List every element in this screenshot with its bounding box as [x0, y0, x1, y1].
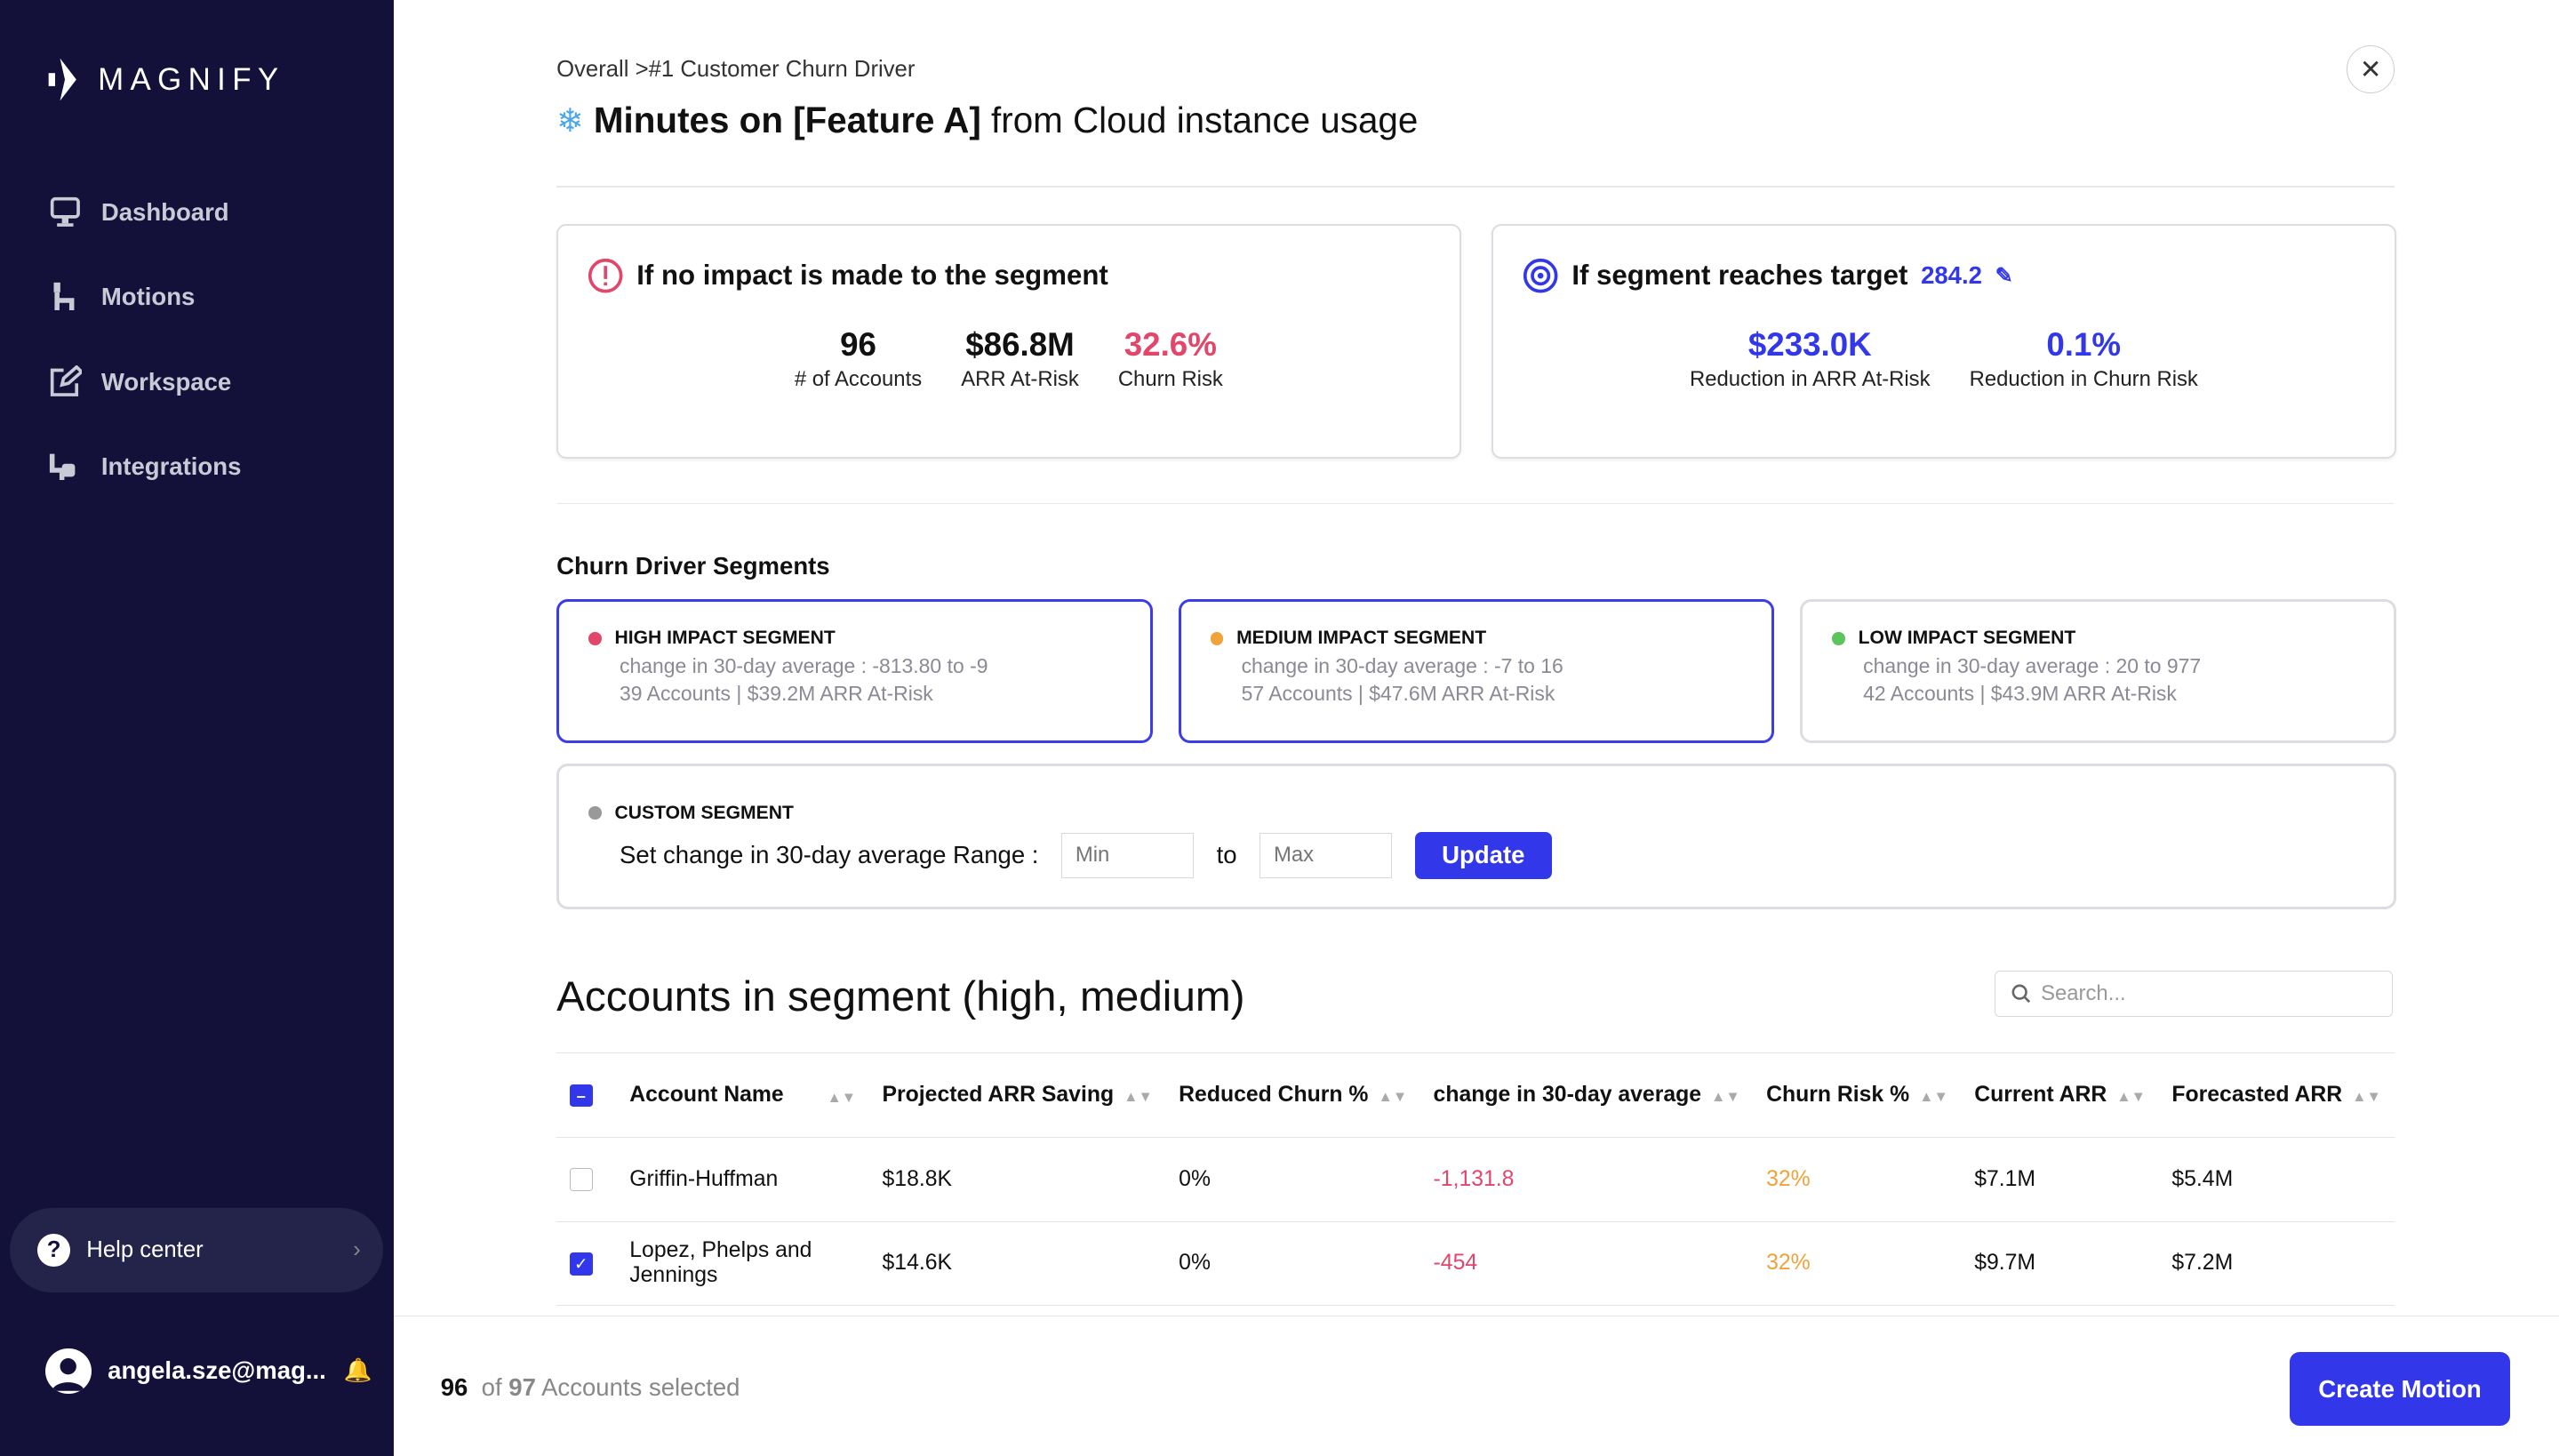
range-label: Set change in 30-day average Range :: [620, 841, 1039, 869]
sidebar-item-integrations[interactable]: Integrations: [49, 424, 241, 508]
selection-count: 96 of 97 Accounts selected: [440, 1373, 740, 1402]
user-menu[interactable]: angela.sze@mag... 🔔: [45, 1348, 372, 1395]
custom-segment-card: CUSTOM SEGMENT Set change in 30-day aver…: [556, 764, 2396, 910]
sidebar-nav: Dashboard Motions Workspace Integrations: [49, 170, 241, 509]
sort-icon: ▲▼: [827, 1089, 857, 1107]
edit-icon: [50, 365, 82, 397]
flow-icon: [53, 282, 75, 310]
accounts-title: Accounts in segment (high, medium): [556, 973, 1245, 1021]
divider: [556, 186, 2395, 188]
sidebar-item-label: Integrations: [100, 452, 242, 481]
segment-card-low[interactable]: LOW IMPACT SEGMENT change in 30-day aver…: [1800, 598, 2396, 743]
update-button[interactable]: Update: [1414, 831, 1552, 879]
footer-bar: 96 of 97 Accounts selected Create Motion: [393, 1315, 2559, 1456]
sidebar-item-label: Workspace: [100, 367, 232, 396]
stat-arr-reduction: $233.0K Reduction in ARR At-Risk: [1690, 326, 1931, 392]
status-dot: [1210, 631, 1224, 645]
stat-arr-at-risk: $86.8M ARR At-Risk: [961, 326, 1079, 392]
sidebar-item-motions[interactable]: Motions: [49, 254, 241, 339]
monitor-icon: [50, 197, 80, 228]
close-icon: ✕: [2359, 54, 2382, 84]
select-all-checkbox[interactable]: –: [569, 1084, 593, 1108]
table-row[interactable]: ✓ Lopez, Phelps and Jennings $14.6K 0% -…: [556, 1221, 2395, 1307]
magnify-logo-icon: [49, 59, 77, 101]
card-heading: If segment reaches target: [1571, 260, 1908, 292]
help-icon: ?: [37, 1234, 70, 1267]
max-input[interactable]: [1260, 832, 1392, 879]
chevron-right-icon: ›: [353, 1236, 361, 1262]
sort-icon: ▲▼: [1711, 1088, 1740, 1106]
brand-name: MAGNIFY: [98, 61, 285, 97]
sort-icon: ▲▼: [2352, 1088, 2381, 1106]
alert-icon: [588, 259, 623, 293]
stat-accounts: 96 # of Accounts: [794, 326, 923, 392]
close-button[interactable]: ✕: [2347, 45, 2395, 93]
sidebar-item-workspace[interactable]: Workspace: [49, 340, 241, 424]
help-label: Help center: [86, 1236, 204, 1262]
column-header[interactable]: Account Name ▲▼: [616, 1052, 869, 1138]
row-checkbox[interactable]: [569, 1168, 593, 1192]
status-dot: [1832, 631, 1845, 645]
main-panel: Overall >#1 Customer Churn Driver ❄ Minu…: [393, 0, 2559, 1456]
sidebar-item-label: Motions: [100, 283, 196, 311]
target-value: 284.2: [1921, 261, 1982, 290]
stat-churn-reduction: 0.1% Reduction in Churn Risk: [1969, 326, 2198, 392]
target-card: If segment reaches target 284.2 ✎ $233.0…: [1491, 223, 2396, 460]
sort-icon: ▲▼: [1378, 1088, 1408, 1106]
status-dot: [588, 806, 602, 820]
avatar: [45, 1348, 92, 1395]
sort-icon: ▲▼: [1124, 1088, 1153, 1106]
create-motion-button[interactable]: Create Motion: [2290, 1352, 2510, 1426]
stat-churn-risk: 32.6% Churn Risk: [1117, 326, 1223, 392]
status-dot: [588, 631, 602, 645]
snowflake-icon: ❄: [556, 102, 584, 139]
sidebar: MAGNIFY Dashboard Motions Workspace Inte…: [0, 0, 394, 1456]
segment-card-medium[interactable]: MEDIUM IMPACT SEGMENT change in 30-day a…: [1178, 598, 1775, 743]
column-header[interactable]: Projected ARR Saving ▲▼: [868, 1052, 1166, 1138]
breadcrumb[interactable]: Overall >#1 Customer Churn Driver: [556, 57, 916, 83]
min-input[interactable]: [1061, 832, 1194, 879]
column-header[interactable]: Reduced Churn % ▲▼: [1165, 1052, 1420, 1138]
plug-icon: [49, 453, 76, 480]
user-email: angela.sze@mag...: [108, 1356, 326, 1385]
table-header-row: – Account Name ▲▼ Projected ARR Saving ▲▼ …: [556, 1052, 2395, 1138]
no-impact-card: If no impact is made to the segment 96 # …: [556, 223, 1461, 460]
table-row[interactable]: Griffin-Huffman $18.8K 0% -1,131.8 32% $…: [556, 1137, 2395, 1222]
edit-target-icon[interactable]: ✎: [1995, 263, 2013, 288]
bell-icon[interactable]: 🔔: [343, 1358, 372, 1384]
column-header[interactable]: Current ARR ▲▼: [1961, 1052, 2159, 1138]
row-checkbox[interactable]: ✓: [569, 1252, 593, 1276]
target-icon: [1523, 259, 1558, 293]
search-input[interactable]: Search...: [1994, 971, 2393, 1017]
column-header[interactable]: Churn Risk % ▲▼: [1753, 1052, 1962, 1138]
sidebar-item-label: Dashboard: [100, 197, 229, 226]
help-center-button[interactable]: ? Help center ›: [10, 1207, 384, 1293]
search-icon: [2011, 984, 2031, 1004]
column-header[interactable]: Forecasted ARR ▲▼: [2158, 1052, 2395, 1138]
card-heading: If no impact is made to the segment: [636, 260, 1108, 292]
divider: [556, 502, 2395, 505]
sort-icon: ▲▼: [1919, 1088, 1948, 1106]
segment-card-high[interactable]: HIGH IMPACT SEGMENT change in 30-day ave…: [556, 598, 1153, 743]
segments-title: Churn Driver Segments: [556, 551, 830, 580]
to-label: to: [1216, 841, 1237, 869]
logo[interactable]: MAGNIFY: [45, 55, 284, 104]
sidebar-item-dashboard[interactable]: Dashboard: [49, 170, 241, 254]
sort-icon: ▲▼: [2116, 1088, 2146, 1106]
accounts-table: – Account Name ▲▼ Projected ARR Saving ▲▼ …: [556, 1052, 2395, 1307]
column-header[interactable]: change in 30-day average ▲▼: [1419, 1052, 1754, 1138]
page-title: ❄ Minutes on [Feature A] from Cloud inst…: [556, 100, 1419, 140]
